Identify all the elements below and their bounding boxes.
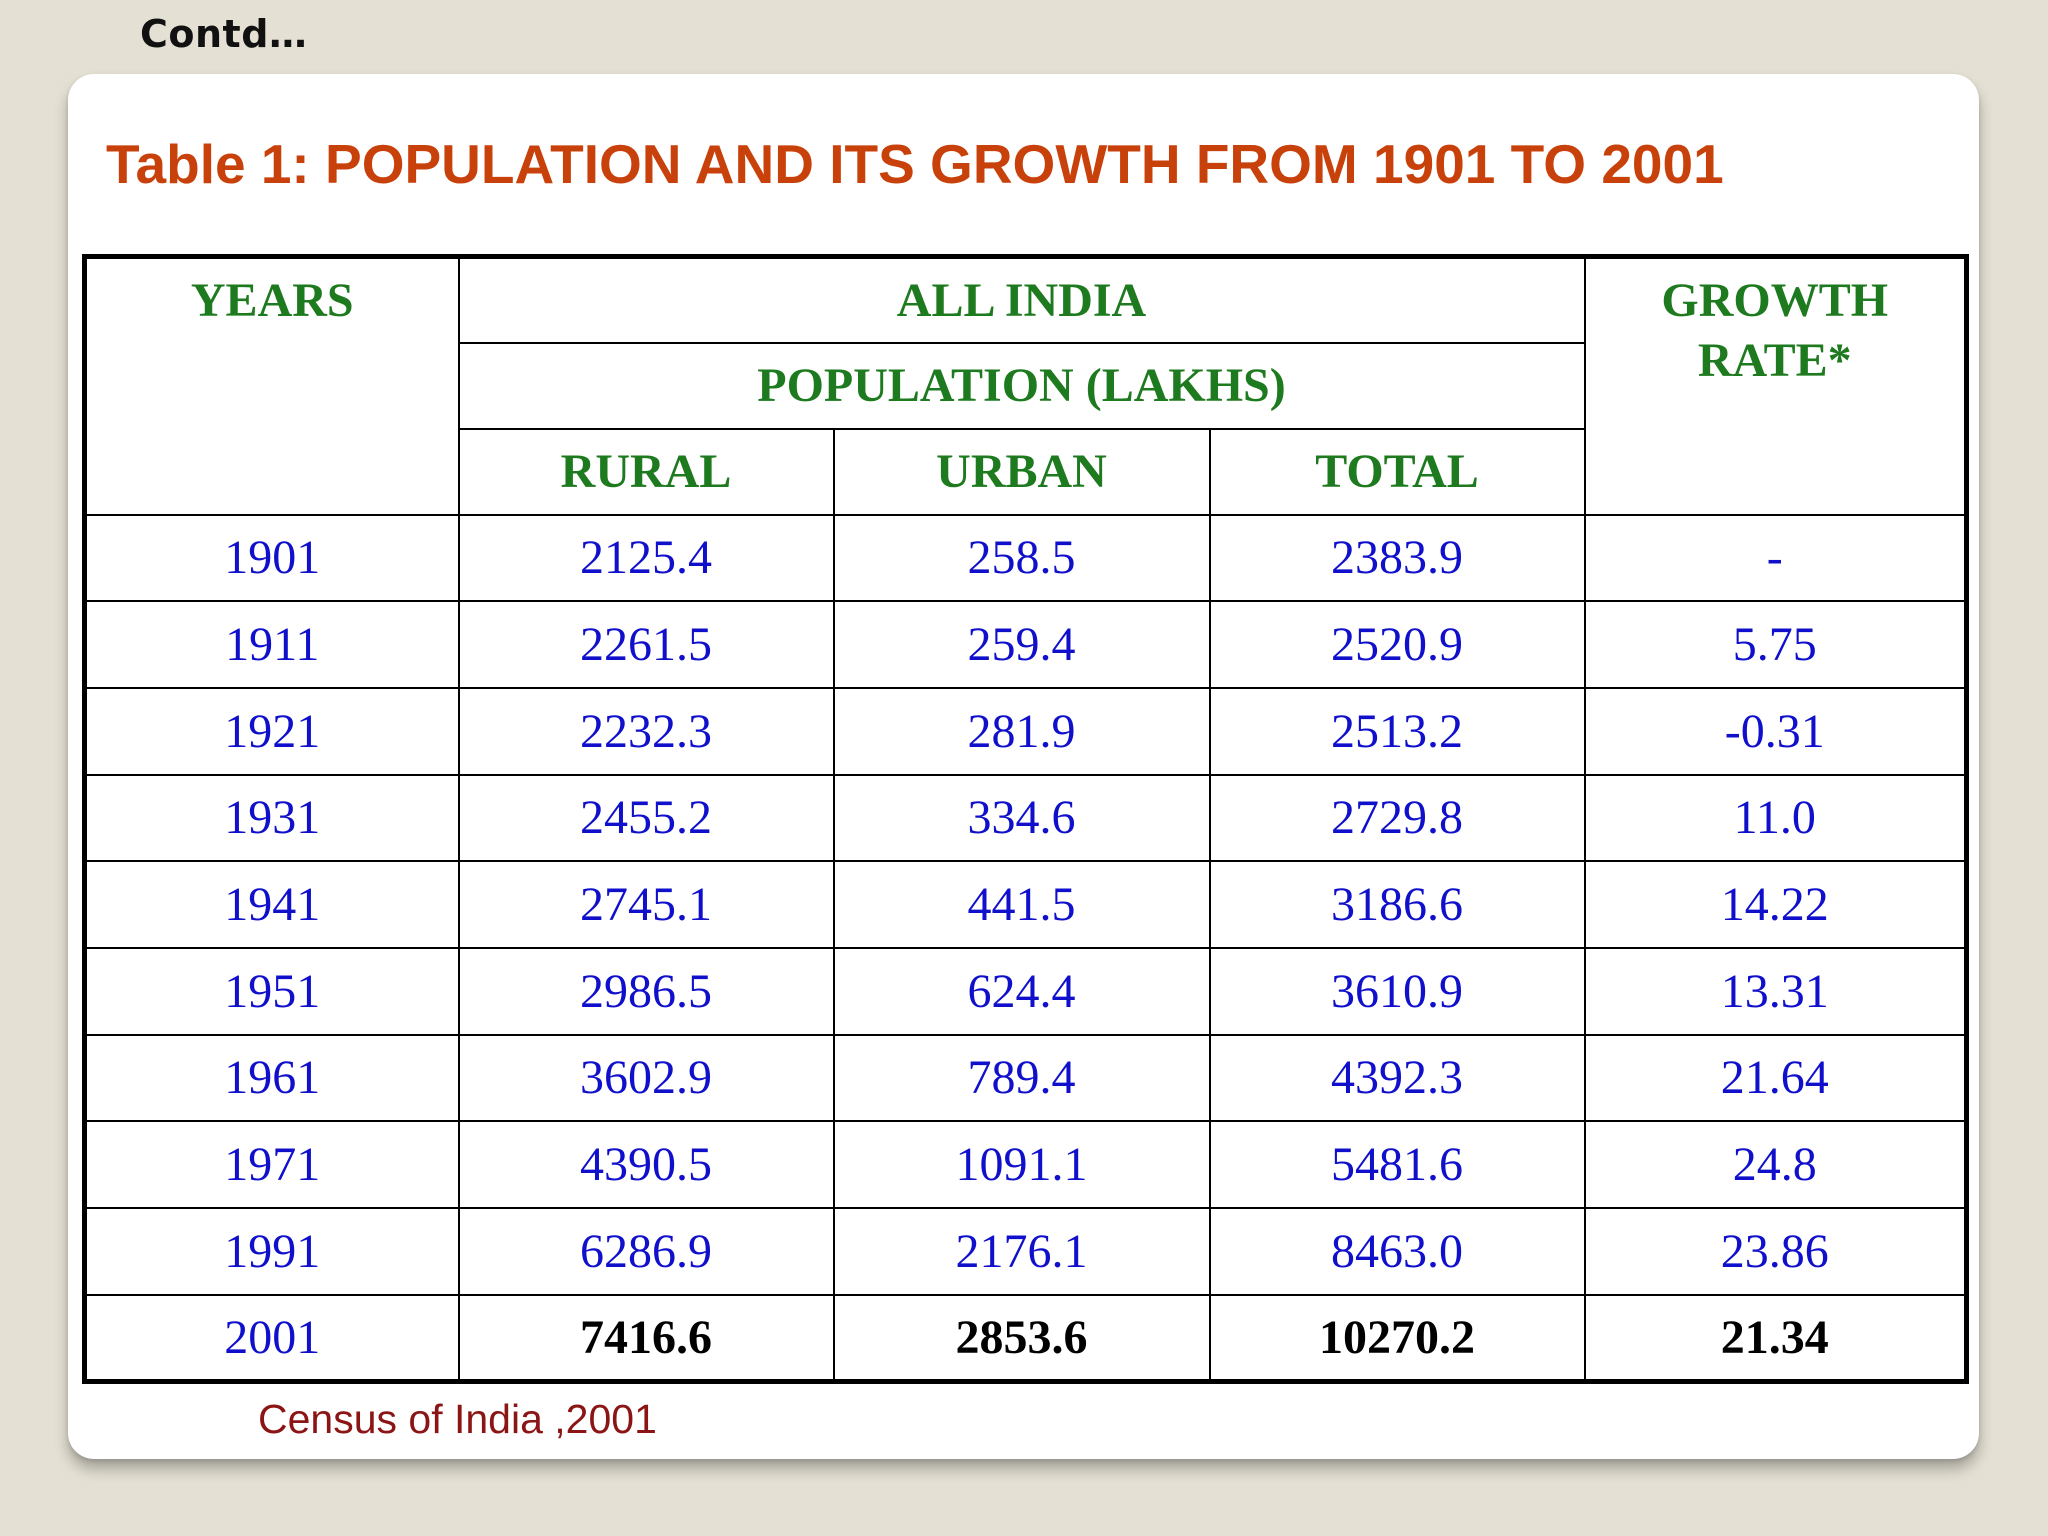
cell-total: 8463.0 [1208, 1207, 1586, 1296]
cell-year: 1961 [83, 1033, 460, 1123]
cell-rural: 2455.2 [457, 773, 835, 863]
cell-growth: 13.31 [1583, 946, 1968, 1036]
cell-growth: 21.64 [1583, 1033, 1968, 1123]
header-total: TOTAL [1208, 427, 1586, 516]
cell-total: 4392.3 [1208, 1033, 1586, 1123]
table-row: 1951 2986.5 624.4 3610.9 13.31 [83, 946, 1968, 1036]
cell-total: 2513.2 [1208, 686, 1586, 776]
table-row: 1911 2261.5 259.4 2520.9 5.75 [83, 600, 1968, 689]
cell-rural: 2261.5 [457, 600, 835, 689]
table-row: 1931 2455.2 334.6 2729.8 11.0 [83, 773, 1968, 863]
cell-urban: 1091.1 [832, 1120, 1211, 1209]
cell-total: 5481.6 [1208, 1120, 1586, 1209]
cell-rural: 2125.4 [457, 513, 835, 603]
cell-growth: 14.22 [1583, 860, 1968, 949]
table-row: 1961 3602.9 789.4 4392.3 21.64 [83, 1033, 1968, 1123]
cell-total: 10270.2 [1208, 1293, 1586, 1383]
header-urban: URBAN [832, 427, 1211, 516]
table-row: 1991 6286.9 2176.1 8463.0 23.86 [83, 1207, 1968, 1296]
table-row: 1921 2232.3 281.9 2513.2 -0.31 [83, 686, 1968, 776]
header-all-india: ALL INDIA [457, 255, 1586, 344]
cell-rural: 2986.5 [457, 946, 835, 1036]
cell-growth: -0.31 [1583, 686, 1968, 776]
table-row: 1971 4390.5 1091.1 5481.6 24.8 [83, 1120, 1968, 1209]
population-table: YEARS ALL INDIA GROWTH RATE* POPULATION … [82, 254, 1970, 1384]
cell-urban: 441.5 [832, 860, 1211, 949]
cell-rural: 4390.5 [457, 1120, 835, 1209]
cell-growth: 24.8 [1583, 1120, 1968, 1209]
cell-urban: 2176.1 [832, 1207, 1211, 1296]
cell-year: 1991 [83, 1207, 460, 1296]
table-row: 1901 2125.4 258.5 2383.9 - [83, 513, 1968, 603]
cell-year: 1901 [83, 513, 460, 603]
header-growth-rate: GROWTH RATE* [1583, 255, 1968, 516]
cell-year: 1931 [83, 773, 460, 863]
slide-card: Table 1: POPULATION AND ITS GROWTH FROM … [68, 74, 1979, 1459]
cell-year: 2001 [83, 1293, 460, 1383]
cell-rural: 2232.3 [457, 686, 835, 776]
header-population: POPULATION (LAKHS) [457, 341, 1586, 430]
cell-urban: 259.4 [832, 600, 1211, 689]
cell-year: 1951 [83, 946, 460, 1036]
table-row: 2001 7416.6 2853.6 10270.2 21.34 [83, 1293, 1968, 1383]
cell-growth: 23.86 [1583, 1207, 1968, 1296]
header-years: YEARS [83, 255, 460, 516]
cell-urban: 258.5 [832, 513, 1211, 603]
cell-total: 2729.8 [1208, 773, 1586, 863]
cell-growth: - [1583, 513, 1968, 603]
table-row: 1941 2745.1 441.5 3186.6 14.22 [83, 860, 1968, 949]
header-rural: RURAL [457, 427, 835, 516]
cell-urban: 281.9 [832, 686, 1211, 776]
cell-rural: 6286.9 [457, 1207, 835, 1296]
cell-growth: 21.34 [1583, 1293, 1968, 1383]
cell-rural: 3602.9 [457, 1033, 835, 1123]
table-title: Table 1: POPULATION AND ITS GROWTH FROM … [106, 133, 1724, 195]
cell-total: 2383.9 [1208, 513, 1586, 603]
cell-urban: 2853.6 [832, 1293, 1211, 1383]
cell-urban: 624.4 [832, 946, 1211, 1036]
cell-total: 2520.9 [1208, 600, 1586, 689]
header-growth-rate-label: GROWTH RATE* [1661, 274, 1889, 387]
cell-total: 3186.6 [1208, 860, 1586, 949]
contd-label: Contd… [140, 12, 308, 56]
cell-year: 1941 [83, 860, 460, 949]
cell-year: 1921 [83, 686, 460, 776]
cell-year: 1971 [83, 1120, 460, 1209]
source-note: Census of India ,2001 [258, 1396, 657, 1442]
cell-total: 3610.9 [1208, 946, 1586, 1036]
cell-rural: 2745.1 [457, 860, 835, 949]
cell-rural: 7416.6 [457, 1293, 835, 1383]
cell-urban: 334.6 [832, 773, 1211, 863]
cell-growth: 11.0 [1583, 773, 1968, 863]
cell-urban: 789.4 [832, 1033, 1211, 1123]
cell-year: 1911 [83, 600, 460, 689]
cell-growth: 5.75 [1583, 600, 1968, 689]
